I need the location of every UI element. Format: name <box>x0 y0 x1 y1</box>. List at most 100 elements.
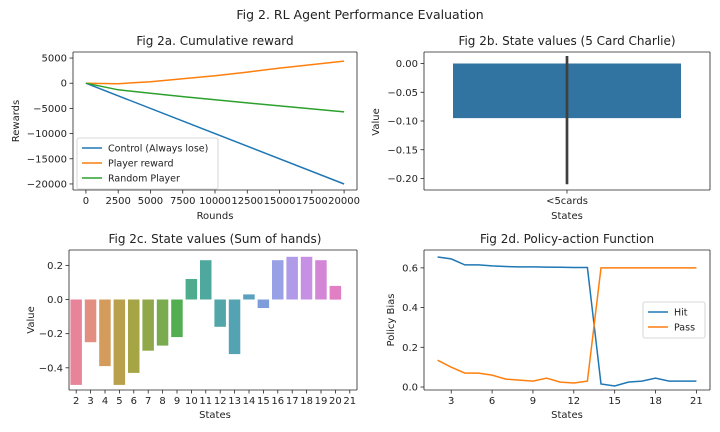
y-tick-label: −0.20 <box>387 174 418 185</box>
legend-box <box>642 301 706 339</box>
y-tick-label: 0.0 <box>47 295 63 306</box>
panel-title: Fig 2a. Cumulative reward <box>136 34 293 48</box>
bar <box>214 299 226 327</box>
y-tick-label: 0.0 <box>402 383 418 394</box>
x-tick-label: 10 <box>185 396 198 407</box>
panel-2c: Fig 2c. State values (Sum of hands) Stat… <box>26 232 358 421</box>
x-tick-label: 20000 <box>328 196 360 207</box>
x-tick-label: 12 <box>214 396 227 407</box>
y-axis-label: Policy Bias <box>386 294 397 347</box>
legend-label: Control (Always lose) <box>108 144 208 155</box>
x-axis-label: States <box>199 410 231 421</box>
x-tick-label: 19 <box>315 396 328 407</box>
x-tick-label: 15 <box>608 396 621 407</box>
x-tick-label: 13 <box>228 396 241 407</box>
x-tick-label: 15000 <box>264 196 296 207</box>
y-tick-label: −10000 <box>27 129 67 140</box>
y-tick-label: −15000 <box>27 154 67 165</box>
y-tick-label: −5000 <box>33 104 67 115</box>
y-axis-label: Value <box>26 306 37 333</box>
bar <box>243 294 255 300</box>
bar <box>286 256 298 300</box>
x-tick-label: 12 <box>567 396 580 407</box>
bar <box>171 299 183 338</box>
panel-title: Fig 2b. State values (5 Card Charlie) <box>458 34 675 48</box>
x-tick-label: 16 <box>271 396 284 407</box>
y-tick-label: −0.05 <box>387 88 418 99</box>
bar <box>99 299 111 367</box>
x-tick-label: 0 <box>83 196 89 207</box>
x-tick-label: <5cards <box>546 196 588 207</box>
x-tick-label: 8 <box>159 396 165 407</box>
x-tick-label: 14 <box>243 396 256 407</box>
y-tick-label: 0.6 <box>402 263 418 274</box>
x-tick-label: 4 <box>102 396 108 407</box>
legend-label: Random Player <box>108 174 180 185</box>
bar <box>70 299 82 385</box>
x-axis-label: States <box>551 410 583 421</box>
bar <box>300 256 313 300</box>
bar <box>272 260 284 300</box>
x-tick-label: 2 <box>73 396 79 407</box>
y-tick-label: 5000 <box>42 54 67 65</box>
plot-area: 5000 0 −5000 −10000 −15000 −20000 0 2500 5000 750… <box>27 51 360 207</box>
x-tick-label: 12500 <box>231 196 263 207</box>
y-axis-label: Value <box>371 108 382 135</box>
legend-label: Player reward <box>108 159 173 170</box>
x-tick-label: 3 <box>87 396 93 407</box>
plot-area: 0.00 −0.05 −0.10 −0.15 −0.20 <5cards <box>387 51 711 207</box>
bar <box>200 260 212 300</box>
x-tick-label: 21 <box>690 396 703 407</box>
x-tick-label: 18 <box>300 396 313 407</box>
plot-area: 0.0 0.2 0.4 0.6 3 6 9 12 15 18 21 Hit Pass <box>402 249 711 407</box>
x-tick-label: 17 <box>286 396 299 407</box>
y-tick-label: −0.10 <box>387 117 418 128</box>
y-tick-label: −20000 <box>27 179 67 190</box>
bar <box>142 299 154 351</box>
bar <box>315 260 327 300</box>
y-tick-label: −0.4 <box>39 363 63 374</box>
y-tick-label: 0.2 <box>402 343 418 354</box>
x-tick-label: 7 <box>145 396 151 407</box>
panel-title: Fig 2c. State values (Sum of hands) <box>109 232 322 246</box>
series-line <box>437 267 697 384</box>
x-tick-label: 18 <box>649 396 662 407</box>
bar <box>156 299 169 346</box>
bar <box>185 279 198 300</box>
x-tick-label: 17500 <box>296 196 328 207</box>
y-tick-label: −0.2 <box>39 329 63 340</box>
panel-title: Fig 2d. Policy-action Function <box>480 232 654 246</box>
bar <box>113 299 126 385</box>
x-tick-label: 10000 <box>199 196 231 207</box>
x-tick-label: 6 <box>131 396 137 407</box>
y-axis-label: Rewards <box>11 100 22 142</box>
x-tick-label: 3 <box>448 396 454 407</box>
bar <box>84 299 97 343</box>
y-tick-label: 0.2 <box>47 261 63 272</box>
y-tick-label: 0.4 <box>402 303 418 314</box>
bar <box>228 299 241 355</box>
x-tick-label: 11 <box>199 396 212 407</box>
series-line <box>85 60 345 85</box>
legend-box <box>76 137 219 190</box>
legend-label: Hit <box>674 308 688 319</box>
x-tick-label: 5000 <box>138 196 163 207</box>
x-tick-label: 21 <box>343 396 356 407</box>
bar <box>329 285 342 300</box>
y-tick-label: −0.15 <box>387 145 418 156</box>
panel-2a: Fig 2a. Cumulative reward Rounds Rewards… <box>11 34 360 222</box>
series-line <box>85 82 345 113</box>
x-tick-label: 9 <box>174 396 180 407</box>
series-line <box>437 256 697 387</box>
x-tick-label: 2500 <box>105 196 130 207</box>
series-line <box>85 82 345 185</box>
x-axis-label: States <box>551 211 583 222</box>
x-axis-label: Rounds <box>197 211 234 222</box>
x-tick-label: 5 <box>116 396 122 407</box>
x-tick-label: 6 <box>489 396 495 407</box>
figure-suptitle: Fig 2. RL Agent Performance Evaluation <box>236 7 483 22</box>
plot-area: 0.2 0.0 −0.2 −0.4 2 3 4 5 6 7 8 9 10 11 12 13 14 15 16 17 18… <box>39 249 358 407</box>
bar <box>257 299 270 308</box>
panel-2b: Fig 2b. State values (5 Card Charlie) St… <box>371 34 711 222</box>
